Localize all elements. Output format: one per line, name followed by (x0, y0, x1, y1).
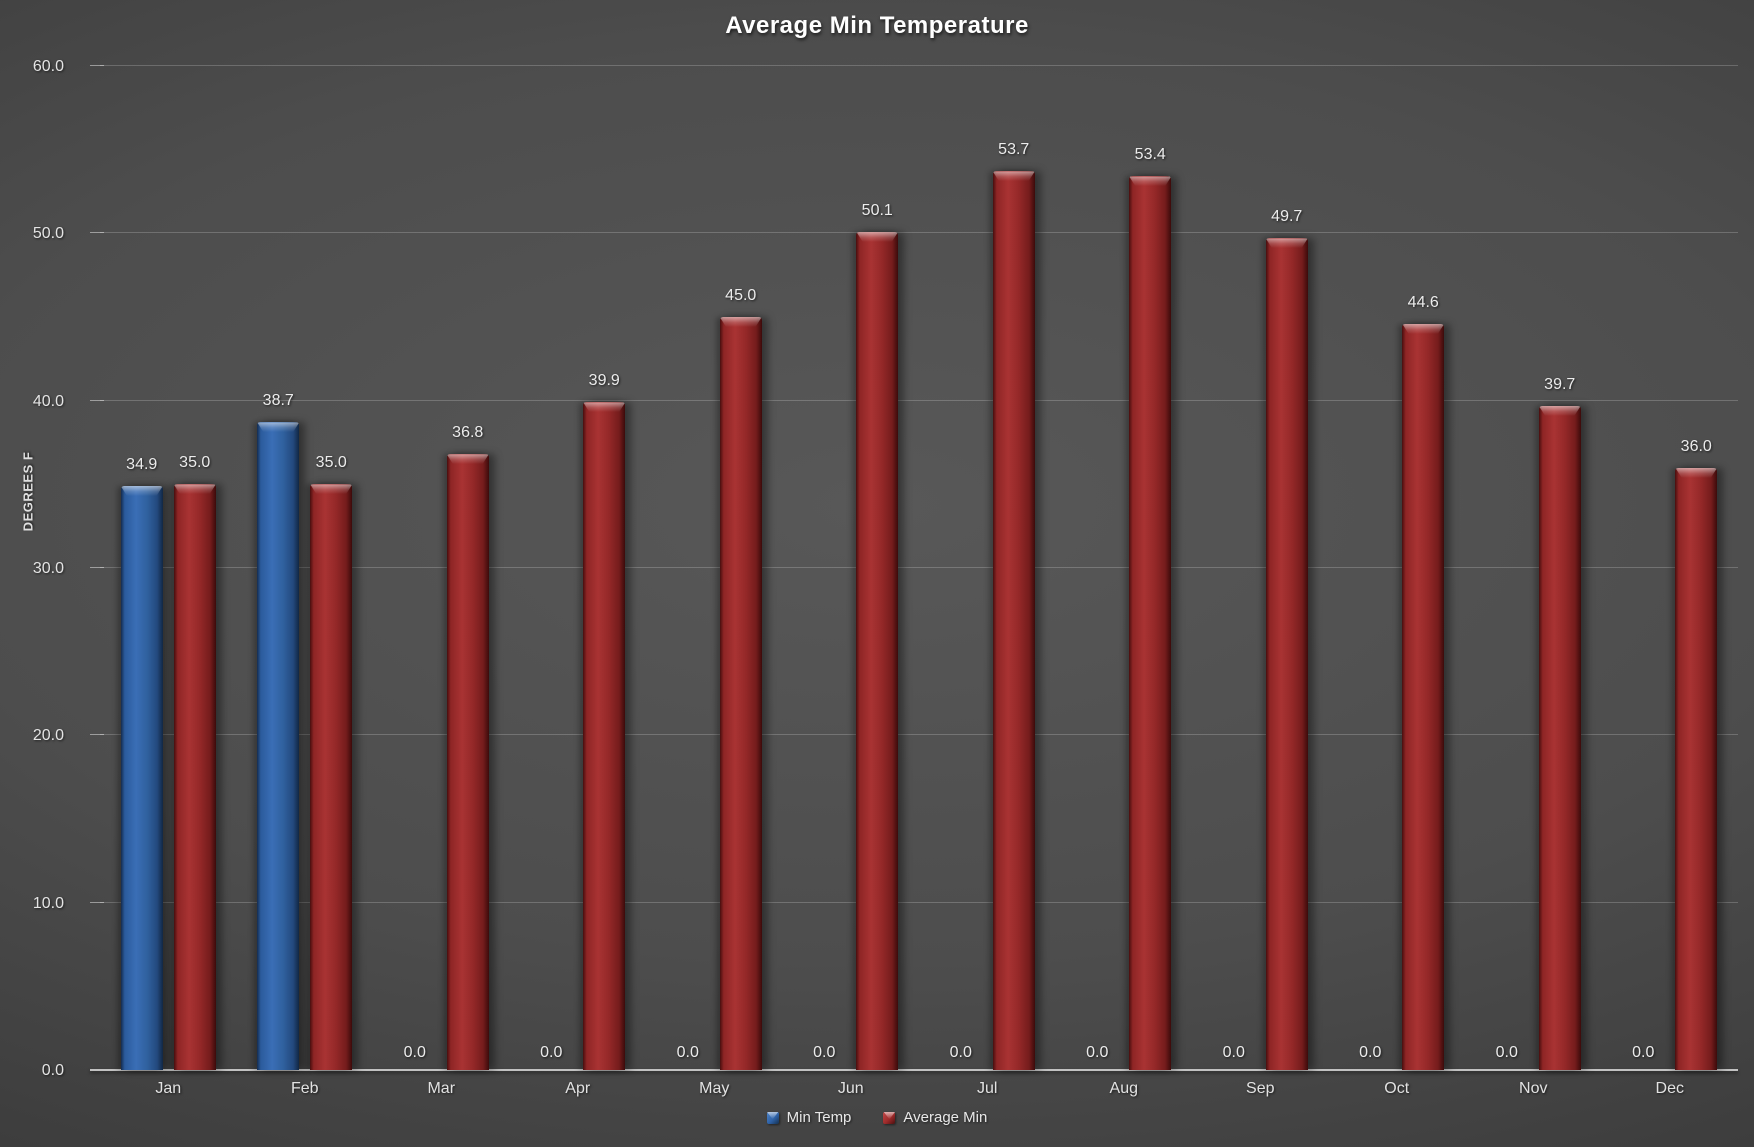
value-label-average-min-may: 45.0 (725, 287, 757, 304)
y-tick-label: 20.0 (32, 727, 64, 745)
legend-swatch-average-min-icon (883, 1111, 896, 1124)
bar-average-min-sep (1265, 238, 1308, 1070)
bar-top-bevel (992, 171, 1035, 182)
value-label-average-min-dec: 36.0 (1680, 437, 1712, 455)
gridline (90, 901, 1738, 903)
value-label-min-temp-apr: 0.0 (540, 1044, 563, 1061)
bar-top-bevel (1675, 467, 1718, 478)
bar-top-bevel (1129, 176, 1172, 187)
y-tick-label: 40.0 (32, 392, 64, 410)
x-category-label-jan: Jan (155, 1080, 182, 1097)
x-category-label-aug: Aug (1109, 1080, 1138, 1097)
gridline (90, 232, 1738, 234)
value-label-min-temp-nov: 0.0 (1495, 1044, 1518, 1061)
value-label-average-min-feb: 35.0 (315, 454, 347, 472)
x-category-label-mar: Mar (427, 1080, 456, 1097)
gridline (90, 65, 1738, 66)
value-label-average-min-oct: 44.6 (1407, 293, 1439, 311)
value-label-average-min-jan: 35.0 (179, 454, 211, 472)
y-axis-tick (90, 567, 104, 568)
bar-top-bevel (1538, 405, 1581, 416)
y-axis-tick (90, 399, 104, 401)
bar-average-min-may (719, 317, 762, 1070)
y-axis-tick (90, 734, 104, 736)
value-label-min-temp-feb: 38.7 (262, 392, 294, 410)
value-label-min-temp-aug: 0.0 (1086, 1044, 1109, 1061)
bar-average-min-oct (1402, 323, 1445, 1070)
bar-top-bevel (310, 484, 353, 495)
x-category-label-sep: Sep (1246, 1080, 1275, 1097)
bar-top-bevel (1265, 238, 1308, 249)
gridline (90, 567, 1738, 568)
x-category-label-nov: Nov (1519, 1080, 1548, 1097)
value-label-min-temp-may: 0.0 (676, 1044, 699, 1061)
x-axis-line (90, 1069, 1738, 1071)
bar-top-bevel (856, 231, 899, 242)
x-category-label-jun: Jun (837, 1080, 864, 1097)
bar-top-bevel (120, 486, 163, 497)
value-label-min-temp-oct: 0.0 (1359, 1044, 1382, 1061)
bar-min-temp-feb (257, 422, 300, 1070)
bar-top-bevel (446, 454, 489, 465)
y-tick-label: 30.0 (32, 560, 64, 577)
bar-average-min-jul (992, 171, 1035, 1070)
value-label-min-temp-jan: 34.9 (126, 456, 158, 474)
value-label-average-min-sep: 49.7 (1271, 208, 1303, 226)
y-tick-label: 60.0 (32, 58, 64, 75)
bar-top-bevel (719, 317, 762, 327)
x-category-label-apr: Apr (565, 1080, 591, 1097)
bar-average-min-jun (856, 231, 899, 1070)
value-label-min-temp-jul: 0.0 (949, 1044, 972, 1061)
y-tick-label: 10.0 (32, 894, 64, 912)
value-label-min-temp-jun: 0.0 (813, 1044, 836, 1061)
x-category-label-dec: Dec (1655, 1080, 1684, 1097)
bar-average-min-nov (1538, 405, 1581, 1070)
bar-min-temp-jan (120, 486, 163, 1070)
x-category-label-oct: Oct (1384, 1080, 1410, 1097)
bar-average-min-feb (310, 484, 353, 1070)
x-category-label-may: May (699, 1080, 730, 1097)
bar-top-bevel (257, 422, 300, 433)
legend-item-average-min: Average Min (883, 1109, 987, 1126)
value-label-min-temp-sep: 0.0 (1222, 1044, 1245, 1061)
value-label-average-min-apr: 39.9 (588, 372, 620, 390)
bar-average-min-apr (583, 402, 626, 1070)
bar-average-min-aug (1129, 176, 1172, 1070)
y-axis-tick (90, 901, 104, 903)
legend: Min Temp Average Min (0, 1109, 1754, 1126)
bar-average-min-mar (446, 454, 489, 1070)
bar-average-min-dec (1675, 467, 1718, 1070)
value-label-average-min-jun: 50.1 (861, 201, 893, 219)
legend-swatch-min-temp-icon (766, 1111, 779, 1124)
value-label-average-min-nov: 39.7 (1544, 375, 1576, 393)
legend-label-average-min: Average Min (903, 1109, 988, 1126)
y-axis-tick (90, 232, 104, 234)
bar-top-bevel (1402, 323, 1445, 334)
gridline (90, 399, 1738, 401)
legend-item-min-temp: Min Temp (766, 1109, 852, 1126)
x-category-label-feb: Feb (290, 1080, 319, 1097)
y-tick-label: 50.0 (32, 225, 64, 243)
chart-title: Average Min Temperature (725, 12, 1029, 39)
gridline (90, 734, 1738, 736)
value-label-average-min-mar: 36.8 (452, 424, 484, 442)
bar-top-bevel (583, 402, 626, 413)
y-tick-label: 0.0 (41, 1062, 64, 1079)
plot-area: 0.0 10.0 20.0 30.0 40.0 50.0 60.0 34.9 35.0 38.7 3… (33, 58, 1738, 1079)
value-label-average-min-aug: 53.4 (1134, 146, 1166, 164)
value-label-min-temp-dec: 0.0 (1632, 1044, 1655, 1061)
value-label-min-temp-mar: 0.0 (403, 1044, 426, 1061)
legend-label-min-temp: Min Temp (786, 1109, 852, 1126)
x-category-label-jul: Jul (977, 1080, 998, 1097)
y-axis-tick (90, 65, 104, 66)
value-label-average-min-jul: 53.7 (998, 141, 1030, 159)
bar-top-bevel (173, 484, 216, 495)
bar-average-min-jan (173, 484, 216, 1070)
